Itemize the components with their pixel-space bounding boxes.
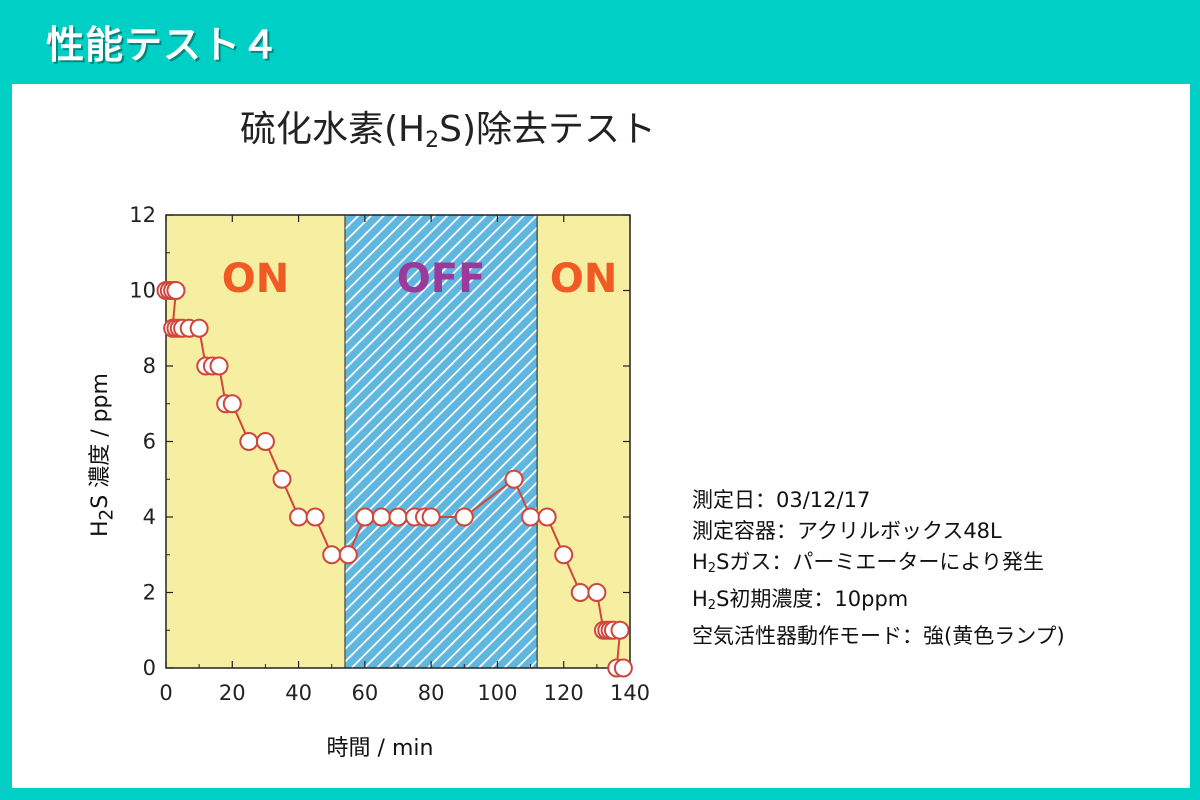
- data-point: [305, 507, 325, 527]
- data-point: [421, 507, 441, 527]
- y-tick-label: 0: [143, 656, 156, 680]
- data-point: [570, 583, 590, 602]
- y-tick-label: 2: [143, 581, 156, 605]
- y-tick-label: 8: [143, 354, 156, 378]
- x-tick-label: 40: [285, 681, 312, 705]
- data-point: [554, 545, 574, 565]
- data-point: [222, 394, 242, 414]
- data-point: [613, 658, 633, 678]
- measurement-notes: 測定日：03/12/17 測定容器：アクリルボックス48L H2Sガス：パーミエ…: [692, 485, 1065, 652]
- data-point: [209, 356, 229, 376]
- data-point: [610, 620, 630, 640]
- y-tick-label: 10: [129, 279, 156, 303]
- data-point: [255, 432, 275, 451]
- y-tick-label: 4: [143, 505, 156, 529]
- page-title: 性能テスト４: [46, 23, 281, 67]
- data-point: [338, 545, 358, 565]
- data-point: [239, 432, 259, 451]
- y-tick-label: 12: [129, 203, 156, 227]
- x-tick-label: 60: [351, 681, 378, 705]
- note-operation-mode: 空気活性器動作モード：強(黄色ランプ): [692, 624, 1065, 648]
- data-point: [189, 318, 209, 338]
- x-tick-label: 20: [219, 681, 246, 705]
- data-point: [166, 281, 186, 300]
- region-off-1: [344, 214, 538, 669]
- region-label-off-1: OFF: [397, 256, 486, 302]
- data-point: [521, 507, 541, 527]
- x-tick-label: 140: [610, 681, 650, 705]
- x-axis-label: 時間 / min: [326, 736, 434, 761]
- x-tick-label: 120: [544, 681, 584, 705]
- data-point: [355, 507, 375, 527]
- x-tick-label: 80: [418, 681, 445, 705]
- x-tick-label: 100: [477, 681, 517, 705]
- note-date: 測定日：03/12/17: [692, 488, 871, 512]
- note-container: 測定容器：アクリルボックス48L: [692, 519, 1002, 543]
- data-point: [371, 507, 391, 527]
- data-point: [504, 469, 524, 489]
- region-label-on-2: ON: [550, 256, 617, 302]
- x-tick-label: 0: [159, 681, 172, 705]
- note-initial-concentration: H2S初期濃度：10ppm: [692, 587, 909, 613]
- chart-title: 硫化水素(H2S)除去テスト: [240, 109, 657, 153]
- data-point: [322, 545, 342, 565]
- data-point: [537, 507, 557, 527]
- data-point: [388, 507, 408, 527]
- y-axis-label: H2S 濃度 / ppm: [88, 373, 118, 537]
- region-label-on-0: ON: [222, 256, 289, 302]
- data-point: [454, 507, 474, 527]
- note-gas-source: H2Sガス：パーミエーターにより発生: [692, 550, 1045, 576]
- data-point: [289, 507, 309, 527]
- y-tick-label: 6: [143, 430, 156, 454]
- data-point: [272, 469, 292, 489]
- data-point: [587, 583, 607, 602]
